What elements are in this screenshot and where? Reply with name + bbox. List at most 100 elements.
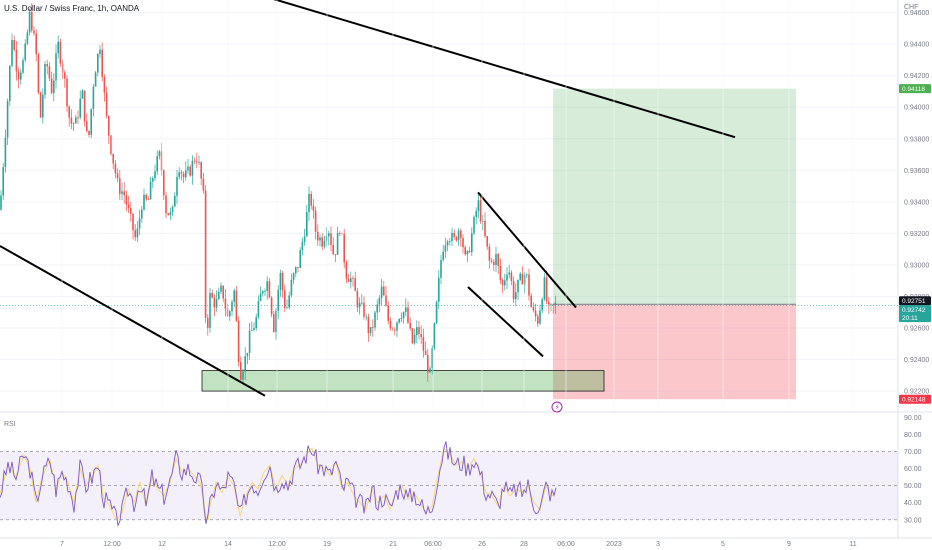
- candle-body: [198, 162, 200, 164]
- candle-body: [125, 195, 128, 205]
- candle-body: [114, 163, 117, 174]
- time-tick-label: 28: [520, 541, 528, 548]
- price-tick-label: 0.94200: [904, 73, 929, 80]
- candle-body: [350, 278, 352, 283]
- time-tick-label: 19: [323, 541, 331, 548]
- candle-body: [330, 233, 332, 245]
- candle-body: [20, 72, 22, 80]
- candle-body: [407, 307, 409, 323]
- trendline-wedge-lower: [467, 286, 544, 358]
- candle-body: [429, 368, 431, 373]
- candle-body: [50, 78, 53, 94]
- price-label-text: 0.94118: [902, 86, 925, 93]
- candle-body: [127, 204, 130, 209]
- candle-body: [413, 334, 416, 343]
- candle-body: [196, 161, 198, 163]
- candle-body: [209, 293, 211, 328]
- candle-body: [286, 307, 288, 309]
- rsi-tick-label: 80.00: [904, 432, 922, 439]
- candle-body: [112, 153, 114, 164]
- candle-body: [275, 310, 277, 332]
- price-tick-label: 0.92400: [904, 357, 929, 364]
- rsi-line: [0, 441, 557, 528]
- candle-body: [356, 290, 359, 308]
- candle-body: [378, 297, 381, 305]
- candle-body: [420, 334, 422, 338]
- profit-zone: [553, 88, 796, 305]
- time-tick-label: 26: [478, 541, 486, 548]
- candle-body: [4, 137, 7, 168]
- candle-body: [369, 327, 372, 334]
- candle-body: [255, 317, 257, 329]
- candle-body: [11, 40, 13, 66]
- trendline-upper-channel: [273, 0, 736, 139]
- price-label-text: 0.92148: [902, 397, 926, 404]
- rsi-tick-label: 40.00: [904, 500, 922, 507]
- candle-body: [444, 245, 447, 252]
- candle-body: [400, 317, 403, 319]
- candle-body: [488, 246, 491, 261]
- candle-body: [180, 172, 183, 174]
- candle-body: [310, 193, 312, 206]
- candle-body: [317, 231, 319, 241]
- price-label-text: 20:11: [902, 315, 918, 322]
- candle-body: [244, 356, 246, 372]
- candle-body: [79, 98, 81, 118]
- candle-body: [380, 286, 383, 298]
- candle-body: [277, 289, 279, 311]
- event-circle: [551, 401, 563, 413]
- candle-body: [68, 106, 70, 118]
- time-tick-label: 14: [224, 541, 232, 548]
- candle-body: [141, 209, 143, 219]
- price-tick-label: 0.92600: [904, 326, 929, 333]
- candle-body: [70, 117, 73, 124]
- candle-body: [97, 53, 99, 73]
- candle-body: [515, 292, 517, 300]
- candle-body: [207, 317, 209, 328]
- candle-body: [451, 232, 453, 242]
- price-tick-label: 0.93000: [904, 262, 929, 269]
- candle-body: [449, 241, 451, 242]
- candle-body: [345, 262, 348, 279]
- candle-body: [427, 355, 429, 373]
- candle-body: [123, 191, 125, 196]
- candle-body: [242, 371, 244, 380]
- candle-body: [224, 298, 227, 309]
- candle-body: [477, 200, 480, 212]
- candle-body: [152, 178, 154, 182]
- candle-body: [387, 305, 389, 321]
- candle-body: [466, 250, 469, 255]
- candle-body: [453, 232, 455, 238]
- candle-body: [440, 260, 442, 278]
- rsi-tick-label: 70.00: [904, 449, 922, 456]
- candle-body: [528, 274, 530, 296]
- rsi-tick-label: 90.00: [904, 415, 922, 422]
- candle-body: [334, 254, 337, 256]
- candle-body: [297, 267, 299, 268]
- candle-body: [484, 220, 486, 237]
- candle-body: [187, 166, 189, 171]
- price-tick-label: 0.93800: [904, 136, 929, 143]
- candle-body: [61, 63, 64, 73]
- candle-body: [251, 330, 253, 331]
- candle-body: [17, 71, 20, 80]
- candle-body: [288, 295, 290, 308]
- candle-body: [479, 200, 482, 222]
- candle-body: [539, 310, 541, 324]
- time-tick-label: 06:00: [424, 541, 442, 548]
- candle-body: [543, 277, 546, 300]
- candle-body: [431, 348, 433, 369]
- price-label-badge: [899, 313, 931, 323]
- candle-body: [105, 92, 108, 116]
- candle-body: [72, 123, 75, 125]
- event-glyph: ⚡: [555, 404, 560, 412]
- candle-body: [26, 32, 29, 44]
- candle-body: [189, 166, 191, 176]
- candle-body: [182, 173, 185, 178]
- candle-body: [143, 194, 145, 210]
- candle-body: [15, 49, 18, 72]
- candle-body: [396, 322, 398, 331]
- candle-body: [433, 323, 436, 349]
